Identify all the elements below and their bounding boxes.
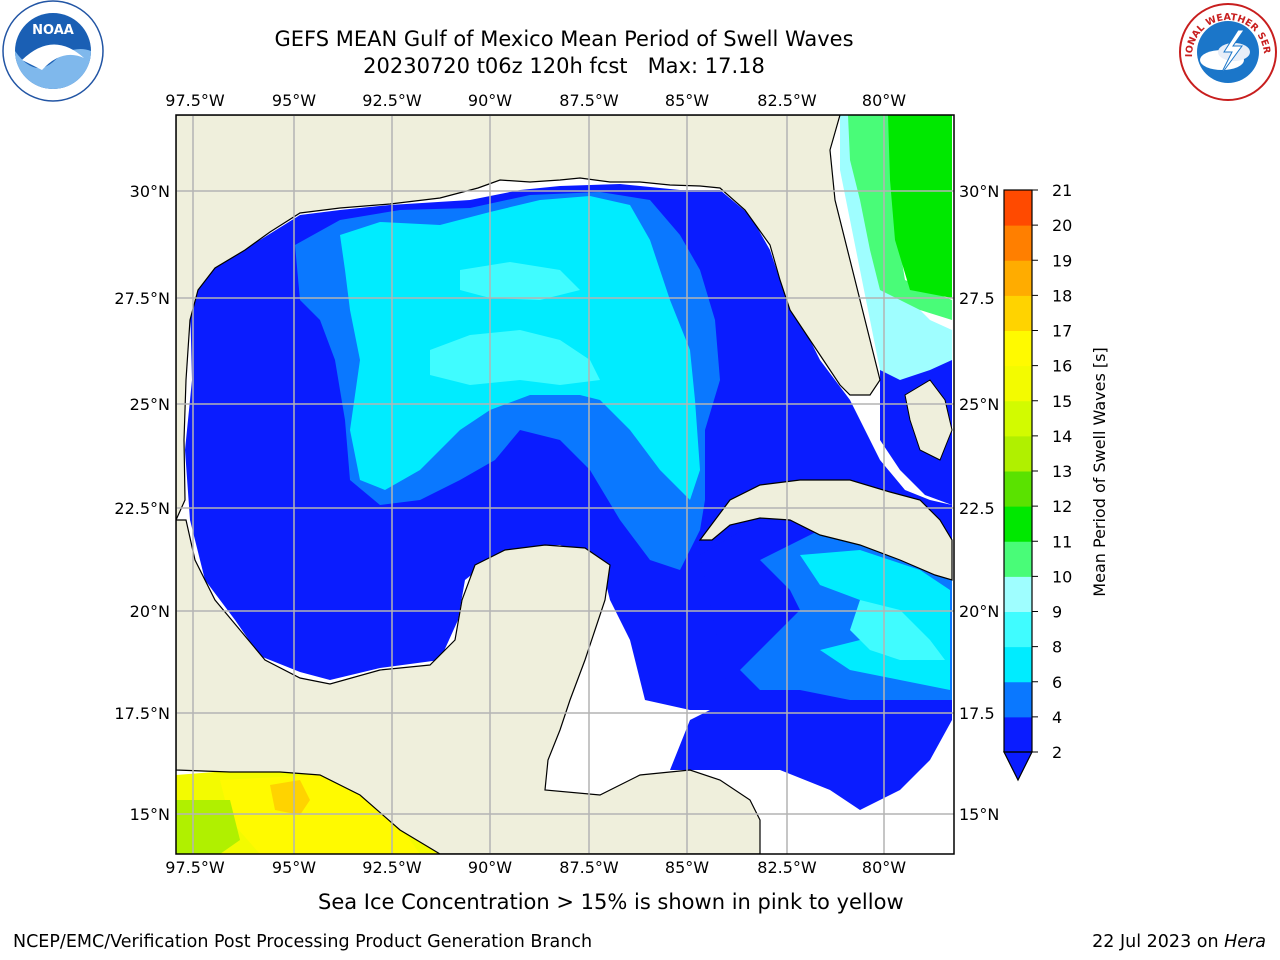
colorbar-segment — [1004, 190, 1032, 226]
contour-10-11-atlantic — [888, 115, 952, 298]
lat-label: 17.5 — [959, 704, 995, 723]
colorbar-tick-label: 10 — [1052, 567, 1072, 586]
colorbar-tick-label: 9 — [1052, 603, 1062, 622]
map-subtitle: 20230720 t06z 120h fcst Max: 17.18 — [363, 54, 765, 78]
lon-label: 82.5°W — [757, 858, 817, 877]
lon-label: 90°W — [468, 858, 512, 877]
colorbar-tick-label: 13 — [1052, 462, 1072, 481]
colorbar-tick-label: 2 — [1052, 743, 1062, 762]
lat-label: 22.5 — [959, 499, 995, 518]
colorbar-tick-label: 17 — [1052, 322, 1072, 341]
land-cuba — [698, 479, 953, 581]
colorbar-segment — [1004, 611, 1032, 648]
lon-label: 90°W — [468, 91, 512, 110]
footer-credit: NCEP/EMC/Verification Post Processing Pr… — [13, 932, 593, 952]
map-frame — [175, 114, 955, 855]
lon-label: 95°W — [272, 91, 316, 110]
lon-label: 82.5°W — [757, 91, 817, 110]
colorbar-segment — [1004, 506, 1032, 542]
lon-label: 87.5°W — [559, 858, 619, 877]
lat-label: 20°N — [959, 602, 999, 621]
lat-label: 30°N — [130, 182, 170, 201]
colorbar-segment — [1004, 681, 1032, 718]
lon-label: 80°W — [862, 858, 906, 877]
lat-label: 27.5°N — [114, 289, 170, 308]
colorbar-segment — [1004, 400, 1032, 437]
land-florida-keys — [904, 379, 953, 461]
lon-labels-top: 97.5°W 95°W 92.5°W 90°W 87.5°W 85°W 82.5… — [165, 91, 906, 110]
land-mexico — [176, 519, 761, 854]
contour-9-10-atlantic — [848, 115, 952, 320]
colorbar-tick-label: 12 — [1052, 497, 1072, 516]
graticule — [176, 115, 954, 854]
noaa-logo-text: NOAA — [32, 23, 74, 38]
colorbar-segment — [1004, 716, 1032, 753]
colorbar-tick-label: 14 — [1052, 427, 1072, 446]
lon-label: 92.5°W — [362, 91, 422, 110]
lon-label: 85°W — [665, 858, 709, 877]
colorbar-tick-label: 6 — [1052, 673, 1062, 692]
map-title: GEFS MEAN Gulf of Mexico Mean Period of … — [274, 27, 854, 51]
lat-label: 30°N — [959, 182, 999, 201]
colorbar-segment — [1004, 471, 1032, 507]
colorbar-tick-label: 15 — [1052, 392, 1072, 411]
lat-label: 15°N — [959, 805, 999, 824]
footer-date: 22 Jul 2023 on Hera — [1092, 932, 1266, 952]
caption: Sea Ice Concentration > 15% is shown in … — [318, 890, 904, 914]
lat-label: 20°N — [130, 602, 170, 621]
colorbar-segment — [1004, 365, 1032, 402]
nws-logo: NATIONAL WEATHER SERVICE — [1178, 2, 1277, 101]
footer-host: Hera — [1224, 932, 1266, 952]
pacific-swell-orange — [270, 780, 310, 815]
land-us-texas — [176, 115, 881, 521]
colorbar-segment — [1004, 330, 1032, 367]
lat-label: 25°N — [130, 395, 170, 414]
colorbar-segment — [1004, 646, 1032, 683]
colorbar-segment — [1004, 225, 1032, 261]
colorbar-tick-label: 20 — [1052, 216, 1072, 235]
lon-label: 87.5°W — [559, 91, 619, 110]
colorbar-segment — [1004, 576, 1032, 612]
colorbar-tick-label: 21 — [1052, 181, 1072, 200]
lon-label: 97.5°W — [165, 858, 225, 877]
lat-label: 15°N — [130, 805, 170, 824]
colorbar-tick-label: 19 — [1052, 251, 1072, 270]
colorbar-segment — [1004, 295, 1032, 331]
lat-labels-right: 30°N 27.5 25°N 22.5 20°N 17.5 15°N — [959, 182, 999, 824]
colorbar-tick-label: 16 — [1052, 357, 1072, 376]
footer-date-text: 22 Jul 2023 on — [1092, 932, 1219, 952]
contour-8-9-a — [430, 330, 600, 385]
contour-8-9-c — [850, 600, 945, 660]
lon-label: 80°W — [862, 91, 906, 110]
lon-labels-bottom: 97.5°W 95°W 92.5°W 90°W 87.5°W 85°W 82.5… — [165, 858, 906, 877]
lon-label: 95°W — [272, 858, 316, 877]
lon-label: 97.5°W — [165, 91, 225, 110]
colorbar-segment — [1004, 260, 1032, 296]
lat-label: 17.5°N — [114, 704, 170, 723]
lat-label: 27.5 — [959, 289, 995, 308]
lat-labels-left: 30°N 27.5°N 25°N 22.5°N 20°N 17.5°N 15°N — [114, 182, 170, 824]
lon-label: 85°W — [665, 91, 709, 110]
noaa-logo: NOAA — [2, 0, 104, 102]
colorbar: 2 4 6 8 9 10 11 12 13 14 15 16 17 18 19 20 21 — [1003, 181, 1072, 782]
lat-label: 22.5°N — [114, 499, 170, 518]
pacific-swell-green — [176, 800, 240, 854]
colorbar-tick-label: 11 — [1052, 532, 1072, 551]
colorbar-tick-label: 4 — [1052, 708, 1062, 727]
lon-label: 92.5°W — [362, 858, 422, 877]
colorbar-extend — [1003, 751, 1033, 782]
colorbar-label: Mean Period of Swell Waves [s] — [1090, 347, 1109, 596]
colorbar-segment — [1004, 435, 1032, 472]
lat-label: 25°N — [959, 395, 999, 414]
colorbar-tick-label: 18 — [1052, 286, 1072, 305]
colorbar-segment — [1004, 541, 1032, 577]
colorbar-tick-label: 8 — [1052, 638, 1062, 657]
